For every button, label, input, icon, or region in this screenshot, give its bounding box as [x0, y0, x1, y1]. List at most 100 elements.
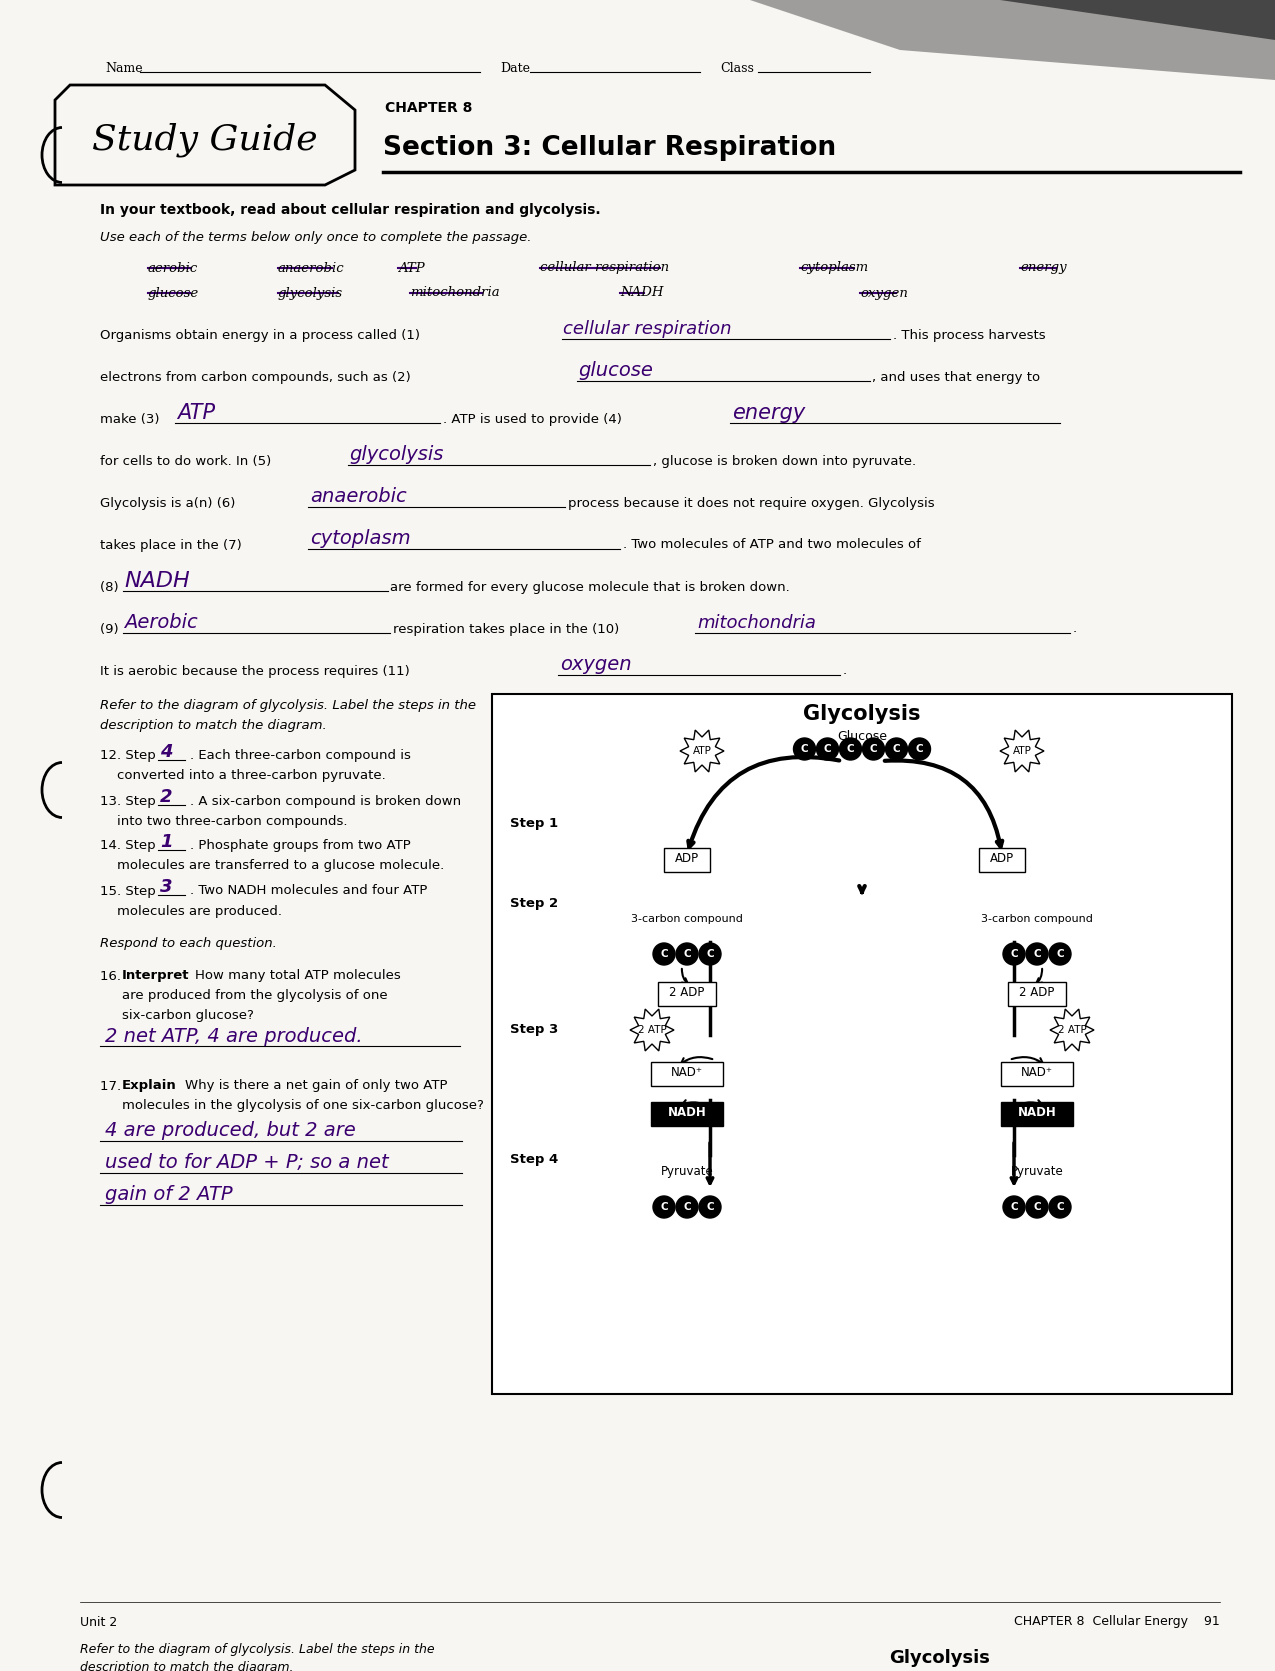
- Text: NADH: NADH: [620, 286, 663, 299]
- Text: C: C: [847, 744, 854, 754]
- Text: ATP: ATP: [398, 261, 425, 274]
- Circle shape: [653, 942, 674, 964]
- Text: C: C: [892, 744, 900, 754]
- Circle shape: [1003, 942, 1025, 964]
- FancyBboxPatch shape: [979, 847, 1025, 872]
- Circle shape: [816, 739, 839, 760]
- Text: . A six-carbon compound is broken down: . A six-carbon compound is broken down: [190, 794, 462, 807]
- Text: CHAPTER 8: CHAPTER 8: [385, 100, 472, 115]
- Circle shape: [653, 1196, 674, 1218]
- Text: C: C: [683, 949, 691, 959]
- Text: Section 3: Cellular Respiration: Section 3: Cellular Respiration: [382, 135, 836, 160]
- FancyBboxPatch shape: [658, 983, 717, 1006]
- Text: Respond to each question.: Respond to each question.: [99, 937, 277, 951]
- Polygon shape: [1051, 1009, 1094, 1051]
- Text: C: C: [1056, 1201, 1063, 1211]
- Text: description to match the diagram.: description to match the diagram.: [99, 720, 326, 732]
- Text: glucose: glucose: [578, 361, 653, 381]
- Text: ADP: ADP: [674, 852, 699, 866]
- Text: NAD⁺: NAD⁺: [671, 1066, 703, 1078]
- Text: C: C: [706, 949, 714, 959]
- Text: (8): (8): [99, 580, 122, 593]
- Text: into two three-carbon compounds.: into two three-carbon compounds.: [117, 814, 348, 827]
- Text: Refer to the diagram of glycolysis. Label the steps in the: Refer to the diagram of glycolysis. Labe…: [99, 700, 476, 712]
- Circle shape: [1026, 1196, 1048, 1218]
- Text: ATP: ATP: [1012, 745, 1031, 755]
- Text: oxygen: oxygen: [861, 286, 908, 299]
- FancyBboxPatch shape: [1001, 1063, 1074, 1086]
- Circle shape: [676, 942, 697, 964]
- Text: Step 4: Step 4: [510, 1153, 558, 1166]
- Text: 12. Step: 12. Step: [99, 750, 159, 762]
- Text: takes place in the (7): takes place in the (7): [99, 538, 246, 551]
- Text: 17.: 17.: [99, 1079, 125, 1093]
- Text: , and uses that energy to: , and uses that energy to: [872, 371, 1040, 384]
- Text: converted into a three-carbon pyruvate.: converted into a three-carbon pyruvate.: [117, 770, 386, 782]
- Text: cellular respiration: cellular respiration: [541, 261, 669, 274]
- Text: . Phosphate groups from two ATP: . Phosphate groups from two ATP: [190, 839, 411, 852]
- Text: glycolysis: glycolysis: [349, 446, 444, 465]
- Text: C: C: [1033, 1201, 1040, 1211]
- Circle shape: [699, 1196, 720, 1218]
- Text: In your textbook, read about cellular respiration and glycolysis.: In your textbook, read about cellular re…: [99, 202, 601, 217]
- Text: Class: Class: [720, 62, 754, 75]
- Text: .: .: [843, 665, 847, 677]
- Text: 2 ADP: 2 ADP: [669, 986, 705, 999]
- Text: 13. Step: 13. Step: [99, 794, 159, 807]
- Text: Interpret: Interpret: [122, 969, 190, 983]
- Text: Date: Date: [500, 62, 530, 75]
- Text: C: C: [683, 1201, 691, 1211]
- Polygon shape: [680, 730, 724, 772]
- Text: Pyruvate: Pyruvate: [660, 1165, 714, 1178]
- Text: C: C: [824, 744, 831, 754]
- Text: NAD⁺: NAD⁺: [1021, 1066, 1053, 1078]
- Text: aerobic: aerobic: [148, 261, 198, 274]
- Polygon shape: [1000, 0, 1275, 40]
- Polygon shape: [630, 1009, 674, 1051]
- Circle shape: [862, 739, 885, 760]
- Text: Step 2: Step 2: [510, 897, 558, 911]
- FancyBboxPatch shape: [652, 1063, 723, 1086]
- Text: CHAPTER 8  Cellular Energy    91: CHAPTER 8 Cellular Energy 91: [1014, 1616, 1220, 1629]
- Text: It is aerobic because the process requires (11): It is aerobic because the process requir…: [99, 665, 414, 677]
- Polygon shape: [1000, 730, 1044, 772]
- Text: 2 ATP: 2 ATP: [638, 1024, 667, 1034]
- Text: NADH: NADH: [124, 571, 190, 592]
- Circle shape: [1026, 942, 1048, 964]
- Text: molecules are produced.: molecules are produced.: [117, 904, 282, 917]
- Text: ATP: ATP: [177, 403, 215, 423]
- Text: . This process harvests: . This process harvests: [892, 329, 1046, 341]
- Text: glycolysis: glycolysis: [278, 286, 343, 299]
- Text: molecules in the glycolysis of one six-carbon glucose?: molecules in the glycolysis of one six-c…: [122, 1100, 484, 1113]
- Text: 1: 1: [159, 834, 172, 851]
- Text: . Two molecules of ATP and two molecules of: . Two molecules of ATP and two molecules…: [623, 538, 921, 551]
- Text: 2 net ATP, 4 are produced.: 2 net ATP, 4 are produced.: [105, 1028, 362, 1046]
- Text: C: C: [1056, 949, 1063, 959]
- Text: Glucose: Glucose: [836, 730, 887, 744]
- Circle shape: [699, 942, 720, 964]
- Text: NADH: NADH: [668, 1106, 706, 1118]
- Circle shape: [676, 1196, 697, 1218]
- Text: cytoplasm: cytoplasm: [799, 261, 868, 274]
- Text: 4: 4: [159, 744, 172, 760]
- Text: Pyruvate: Pyruvate: [1011, 1165, 1063, 1178]
- Text: used to for ADP + P; so a net: used to for ADP + P; so a net: [105, 1153, 389, 1173]
- Polygon shape: [750, 0, 1275, 80]
- Text: . Each three-carbon compound is: . Each three-carbon compound is: [190, 750, 411, 762]
- Text: molecules are transferred to a glucose molecule.: molecules are transferred to a glucose m…: [117, 859, 444, 872]
- FancyBboxPatch shape: [652, 1101, 723, 1126]
- Circle shape: [1049, 942, 1071, 964]
- Text: anaerobic: anaerobic: [278, 261, 344, 274]
- Text: How many total ATP molecules: How many total ATP molecules: [195, 969, 400, 983]
- Text: Study Guide: Study Guide: [92, 122, 317, 157]
- Text: process because it does not require oxygen. Glycolysis: process because it does not require oxyg…: [567, 496, 935, 510]
- Text: C: C: [915, 744, 923, 754]
- Text: Refer to the diagram of glycolysis. Label the steps in the: Refer to the diagram of glycolysis. Labe…: [80, 1644, 435, 1656]
- Text: are formed for every glucose molecule that is broken down.: are formed for every glucose molecule th…: [390, 580, 789, 593]
- Text: 14. Step: 14. Step: [99, 839, 159, 852]
- Text: energy: energy: [732, 403, 806, 423]
- Text: 3-carbon compound: 3-carbon compound: [631, 914, 743, 924]
- Text: 2 ATP: 2 ATP: [1058, 1024, 1086, 1034]
- Text: Glycolysis: Glycolysis: [803, 703, 921, 724]
- Text: Step 3: Step 3: [510, 1024, 558, 1036]
